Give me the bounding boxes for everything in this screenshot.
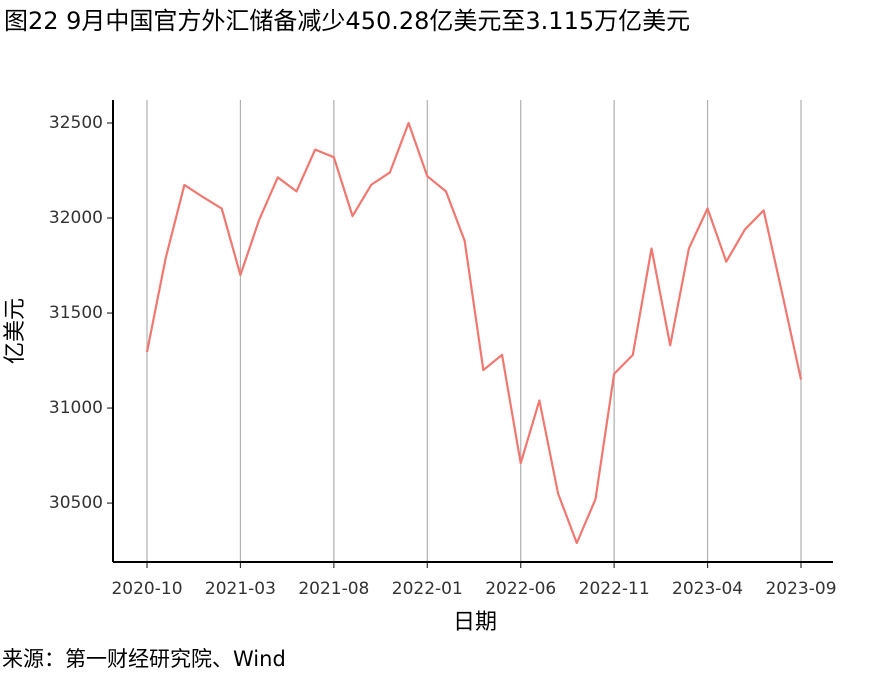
x-tick-label: 2023-04 (672, 579, 743, 599)
source-note: 来源：第一财经研究院、Wind (2, 647, 286, 671)
x-tick-label: 2022-06 (485, 579, 556, 599)
x-tick-label: 2022-01 (392, 579, 463, 599)
y-tick-label: 32500 (49, 113, 103, 133)
x-tick-label: 2022-11 (579, 579, 650, 599)
y-axis-label: 亿美元 (3, 298, 28, 364)
y-tick-label: 32000 (49, 208, 103, 228)
x-tick-label: 2021-03 (205, 579, 276, 599)
x-tick-label: 2020-10 (111, 579, 182, 599)
x-tick-label: 2021-08 (298, 579, 369, 599)
y-tick-label: 30500 (49, 493, 103, 513)
x-axis-label: 日期 (453, 610, 497, 635)
y-tick-label: 31000 (49, 398, 103, 418)
chart-title: 图22 9月中国官方外汇储备减少450.28亿美元至3.115万亿美元 (4, 7, 690, 35)
x-tick-label: 2023-09 (765, 579, 836, 599)
data-line (145, 121, 803, 545)
y-tick-label: 31500 (49, 303, 103, 323)
